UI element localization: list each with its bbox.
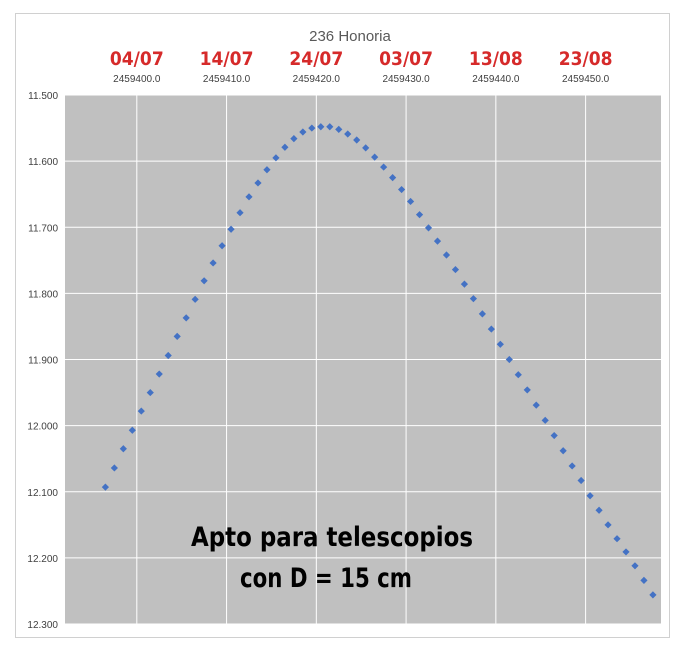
data-point <box>128 426 136 434</box>
data-point <box>595 506 603 514</box>
data-point <box>254 179 262 187</box>
data-point <box>433 237 442 245</box>
data-point <box>155 370 163 378</box>
x-tick-date-label: 04/07 <box>110 48 164 70</box>
data-point <box>541 416 549 424</box>
y-tick-label: 12.200 <box>27 554 58 565</box>
data-point <box>478 310 486 318</box>
data-series <box>101 123 657 599</box>
data-point <box>487 325 495 333</box>
x-tick-jd-label: 2459440.0 <box>472 74 520 85</box>
data-point <box>469 295 478 303</box>
data-point <box>532 401 540 409</box>
data-point <box>308 124 316 132</box>
data-point <box>622 548 630 556</box>
data-point <box>236 209 244 217</box>
data-point <box>362 144 370 152</box>
chart-title: 236 Honoria <box>309 28 391 45</box>
data-point <box>523 386 531 394</box>
data-point <box>182 314 190 322</box>
y-tick-label: 11.500 <box>28 91 58 102</box>
y-tick-label: 11.700 <box>28 223 58 234</box>
data-point <box>218 242 226 250</box>
data-point <box>424 224 433 232</box>
data-point <box>101 483 109 491</box>
data-point <box>442 251 451 259</box>
data-point <box>326 123 334 131</box>
horizontal-gridlines <box>65 94 661 625</box>
data-point <box>281 143 289 151</box>
x-tick-date-label: 13/08 <box>469 48 523 70</box>
data-point <box>613 535 621 543</box>
data-point <box>146 388 154 397</box>
y-tick-label: 11.800 <box>28 289 58 300</box>
data-point <box>397 185 406 194</box>
data-point <box>263 166 271 174</box>
data-point <box>335 125 343 133</box>
data-point <box>568 462 576 470</box>
chart-frame <box>15 13 670 638</box>
data-point <box>299 128 307 136</box>
data-point <box>200 277 208 285</box>
y-tick-label: 12.100 <box>27 488 58 499</box>
data-point <box>164 351 172 360</box>
data-point <box>604 521 612 529</box>
data-point <box>290 135 298 143</box>
data-point <box>272 154 280 162</box>
data-point <box>389 174 397 182</box>
x-tick-jd-label: 2459420.0 <box>293 74 341 85</box>
x-tick-jd-label: 2459410.0 <box>203 74 251 85</box>
data-point <box>110 464 118 472</box>
data-point <box>380 163 388 171</box>
data-point <box>451 265 460 274</box>
x-tick-jd-label: 2459430.0 <box>382 74 430 85</box>
data-point <box>514 371 522 379</box>
x-tick-date-label: 23/08 <box>559 48 613 70</box>
data-point <box>119 445 127 453</box>
x-tick-labels: 04/07 2459400.0 14/07 2459410.0 24/07 2459420… <box>110 48 613 85</box>
data-point <box>137 407 145 415</box>
x-tick-jd-label: 2459450.0 <box>562 74 610 85</box>
data-point <box>559 447 567 455</box>
x-tick-date-label: 03/07 <box>379 48 433 70</box>
data-point <box>371 153 379 161</box>
data-point <box>344 130 352 138</box>
data-point <box>406 197 415 206</box>
y-tick-label: 11.600 <box>28 157 58 168</box>
data-point <box>586 492 594 500</box>
data-point <box>353 136 361 144</box>
annotation-line-1: Apto para telescopios <box>191 522 473 553</box>
y-tick-label: 12.300 <box>27 620 58 631</box>
annotation-line-2: con D = 15 cm <box>240 563 412 594</box>
data-point <box>460 280 469 288</box>
data-point <box>209 259 217 267</box>
data-point <box>317 123 325 131</box>
data-point <box>191 295 199 303</box>
data-point <box>640 576 648 584</box>
data-point <box>245 193 253 201</box>
data-point <box>415 211 424 219</box>
data-point <box>550 431 558 440</box>
y-tick-labels: 11.500 11.600 11.700 11.800 11.900 12.000 12.1… <box>27 91 58 631</box>
x-tick-date-label: 24/07 <box>289 48 343 70</box>
x-tick-jd-label: 2459400.0 <box>113 74 161 85</box>
data-point <box>631 562 639 570</box>
x-tick-date-label: 14/07 <box>200 48 254 70</box>
data-point <box>649 591 657 599</box>
data-point <box>505 355 513 364</box>
data-point <box>496 340 504 348</box>
data-point <box>577 476 585 485</box>
data-point <box>227 225 235 233</box>
y-tick-label: 11.900 <box>28 356 58 367</box>
data-point <box>173 332 181 340</box>
y-tick-label: 12.000 <box>27 422 58 433</box>
